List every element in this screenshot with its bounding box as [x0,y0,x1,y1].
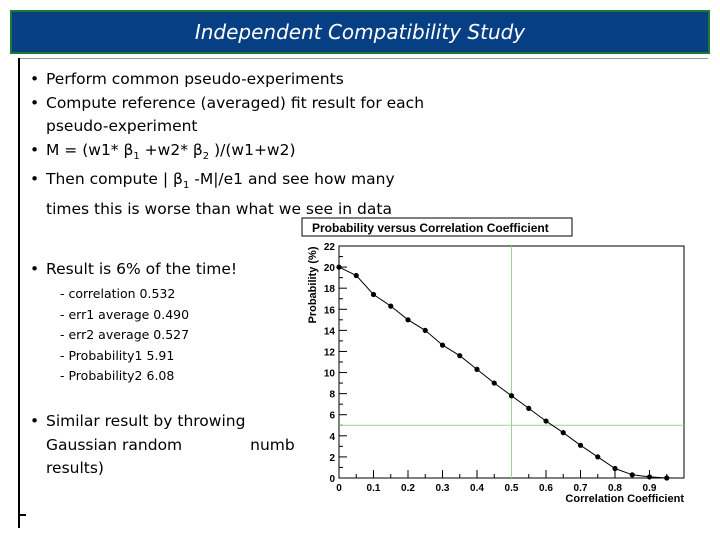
title-bar: Independent Compatibility Study [10,10,710,54]
y-tick-label: 18 [324,284,336,295]
slide-title: Independent Compatibility Study [194,20,526,44]
y-tick-label: 10 [324,369,336,380]
y-tick-label: 8 [329,390,335,401]
data-point [405,317,411,323]
y-tick-label: 0 [329,474,335,485]
data-point [526,405,532,411]
x-tick-label: 0.8 [608,483,622,494]
x-tick-label: 0.6 [539,483,553,494]
x-tick-label: 0.4 [470,483,484,494]
result-bullet: Result is 6% of the time! [30,258,237,282]
data-point [336,264,342,270]
bullet-item: M = (w1* β1 +w2* β2 )/(w1+w2) [30,139,430,169]
y-tick-label: 2 [329,453,335,464]
y-tick-label: 12 [324,347,336,358]
data-point [629,472,635,478]
data-point [370,291,377,298]
x-tick-label: 0.1 [367,483,381,494]
chart-title: Probability versus Correlation Coefficie… [312,221,549,235]
data-point [560,430,566,436]
sub-item: err2 average 0.527 [60,325,189,346]
data-point [388,303,394,309]
frame-left-line [18,58,20,528]
frame-tick [18,514,26,516]
y-tick-label: 16 [324,305,336,316]
x-axis-label: Correlation Coefficient [565,493,684,505]
sub-item: correlation 0.532 [60,284,189,305]
data-point [439,342,446,348]
chart-title-box [301,217,573,237]
sub-item: Probability2 6.08 [60,366,189,387]
x-tick-label: 0.2 [401,483,415,494]
y-tick-label: 20 [324,263,336,274]
bullet-item: Compute reference (averaged) fit result … [30,92,430,139]
bullet-item: Perform common pseudo-experiments [30,68,430,92]
y-tick-label: 14 [324,326,336,337]
y-tick-label: 22 [324,242,336,253]
bullet-item: Result is 6% of the time! [30,258,237,282]
data-point [508,393,515,399]
data-point [353,272,359,279]
similar-bullet: Similar result by throwing Gaussian rand… [30,410,295,481]
sub-item: err1 average 0.490 [60,305,189,326]
series-line [338,266,667,479]
y-axis-label: Probability (%) [307,246,319,323]
data-point [612,465,618,472]
data-point [422,327,428,333]
data-point [543,418,549,424]
data-point [474,366,480,372]
x-tick-label: 0.5 [505,483,519,494]
data-point [646,474,653,480]
x-tick-label: 0 [336,483,342,494]
y-tick-label: 4 [329,432,335,443]
y-tick-label: 6 [329,411,335,422]
chart-backdrop [297,236,717,536]
sub-item: Probability1 5.91 [60,346,189,367]
data-point [577,442,584,448]
data-point [491,380,497,386]
data-point [457,353,463,359]
sub-list: correlation 0.532 err1 average 0.490 err… [60,284,189,387]
x-tick-label: 0.7 [574,483,588,494]
data-point [595,454,601,460]
data-point [664,475,670,481]
frame-top-line [18,58,708,59]
x-tick-label: 0.3 [436,483,450,494]
bullet-item: Similar result by throwing Gaussian rand… [30,410,295,481]
x-tick-label: 0.9 [643,483,657,494]
bullet-list: Perform common pseudo-experiments Comput… [30,68,430,221]
bullet-item: Then compute | β1 -M|/e1 and see how man… [30,168,430,221]
